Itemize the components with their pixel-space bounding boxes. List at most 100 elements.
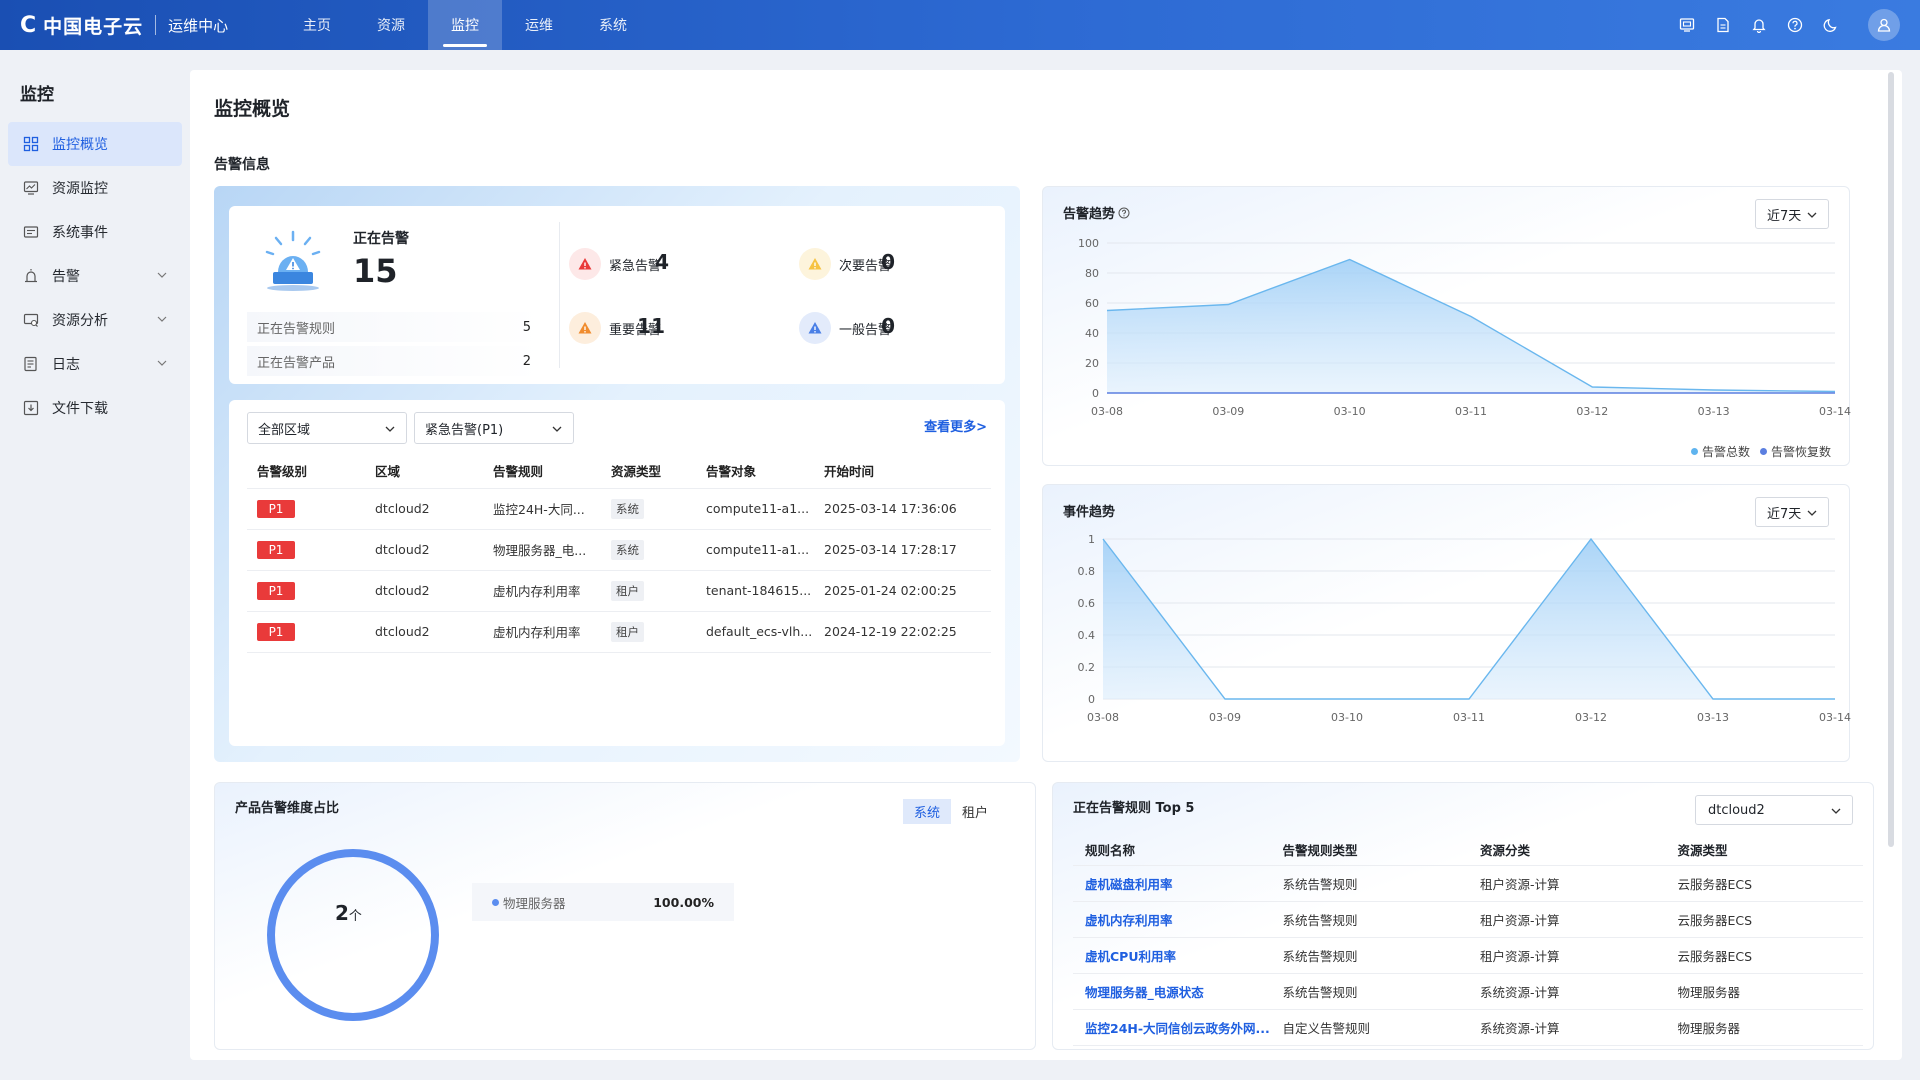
top-icons bbox=[1678, 0, 1900, 50]
severity-general[interactable]: 一般告警 bbox=[799, 312, 891, 344]
table-row[interactable]: P1 dtcloud2 虚机内存利用率 租户 default_ecs-vlh..… bbox=[247, 611, 991, 653]
chevron-down-icon bbox=[385, 426, 395, 432]
donut-legend-percent: 100.00% bbox=[653, 894, 714, 910]
view-more-link[interactable]: 查看更多> bbox=[924, 420, 987, 435]
nav-monitor[interactable]: 监控 bbox=[428, 0, 502, 50]
column-header[interactable]: 资源类型 bbox=[601, 454, 696, 489]
warning-triangle-icon bbox=[569, 248, 601, 280]
alarm-trend-legend: 告警总数 告警恢复数 bbox=[1690, 443, 1831, 460]
table-header-row: 告警级别 区域 告警规则 资源类型 告警对象 开始时间 bbox=[247, 454, 991, 489]
brand-logo-icon: C bbox=[20, 12, 38, 38]
brand[interactable]: C 中国电子云 运维中心 bbox=[0, 12, 280, 39]
nav-system[interactable]: 系统 bbox=[599, 18, 627, 34]
rule-name-link[interactable]: 虚机CPU利用率 bbox=[1073, 937, 1271, 974]
rule-type-cell: 系统告警规则 bbox=[1270, 937, 1468, 974]
info-icon[interactable] bbox=[1118, 207, 1130, 219]
rule-name-link[interactable]: 虚机磁盘利用率 bbox=[1073, 865, 1271, 902]
severity-general-label: 一般告警 bbox=[839, 322, 892, 338]
y-tick-label: 1 bbox=[1088, 533, 1095, 546]
rule-name-link[interactable]: 虚机内存利用率 bbox=[1073, 901, 1271, 938]
rule-name-link[interactable]: 监控24H-大同信创云政务外网... bbox=[1073, 1009, 1271, 1046]
summary-divider bbox=[559, 222, 560, 368]
severity-critical[interactable]: 紧急告警 bbox=[569, 248, 661, 280]
severity-critical-count: 4 bbox=[655, 250, 669, 274]
sidebar-item-resource-analysis[interactable]: 资源分析 bbox=[8, 298, 182, 342]
x-tick-label: 03-08 bbox=[1091, 405, 1123, 418]
tab-tenant[interactable]: 租户 bbox=[961, 806, 988, 821]
top5-region-select[interactable]: dtcloud2 bbox=[1695, 795, 1853, 825]
sidebar-item-alarm[interactable]: 告警 bbox=[8, 254, 182, 298]
column-header[interactable]: 资源类型 bbox=[1665, 835, 1863, 866]
table-row: 监控24H-大同信创云政务外网... 自定义告警规则 系统资源-计算 物理服务器 bbox=[1073, 1009, 1863, 1046]
sidebar-menu: 监控概览 资源监控 系统事件 告警 资源分析 日志 文件下载 bbox=[8, 122, 182, 430]
severity-minor[interactable]: 次要告警 bbox=[799, 248, 891, 280]
table-row[interactable]: P1 dtcloud2 虚机内存利用率 租户 tenant-184615... … bbox=[247, 570, 991, 612]
donut-center-value: 2个 bbox=[335, 901, 362, 925]
column-header[interactable]: 开始时间 bbox=[814, 454, 991, 489]
event-trend-title-text: 事件趋势 bbox=[1063, 505, 1116, 520]
series-line bbox=[1102, 537, 1835, 700]
severity-major[interactable]: 重要告警 bbox=[569, 312, 661, 344]
column-header[interactable]: 规则名称 bbox=[1073, 835, 1271, 866]
alarm-trend-title: 告警趋势 bbox=[1063, 203, 1130, 222]
event-trend-range-value: 近7天 bbox=[1767, 506, 1802, 522]
siren-icon bbox=[265, 230, 321, 291]
object-cell: compute11-a1... bbox=[696, 529, 814, 571]
alarm-products-count: 2 bbox=[522, 353, 531, 369]
bell-icon[interactable] bbox=[1750, 16, 1768, 34]
table-row[interactable]: P1 dtcloud2 物理服务器_电... 系统 compute11-a1..… bbox=[247, 529, 991, 571]
legend-item-recovered[interactable]: 告警恢复数 bbox=[1759, 443, 1831, 460]
rule-name-link[interactable]: 物理服务器_电源状态 bbox=[1073, 973, 1271, 1010]
column-header[interactable]: 资源分类 bbox=[1468, 835, 1666, 866]
moon-icon[interactable] bbox=[1822, 16, 1840, 34]
legend-item-total[interactable]: 告警总数 bbox=[1690, 443, 1750, 460]
sidebar-item-label: 监控概览 bbox=[52, 137, 108, 153]
x-tick-label: 03-13 bbox=[1698, 405, 1730, 418]
warning-triangle-icon bbox=[799, 248, 831, 280]
nav-resources[interactable]: 资源 bbox=[377, 18, 405, 34]
level-select[interactable]: 紧急告警(P1) bbox=[414, 412, 574, 444]
scrollbar[interactable] bbox=[1888, 72, 1894, 847]
donut-legend-item[interactable]: 物理服务器 100.00% bbox=[472, 883, 734, 921]
x-tick-label: 03-10 bbox=[1331, 711, 1363, 724]
sidebar-item-file-download[interactable]: 文件下载 bbox=[8, 386, 182, 430]
brand-subtitle: 运维中心 bbox=[168, 16, 229, 35]
nav-home[interactable]: 主页 bbox=[303, 18, 331, 34]
x-tick-label: 03-10 bbox=[1334, 405, 1366, 418]
tab-system[interactable]: 系统 bbox=[902, 799, 951, 824]
user-icon bbox=[1877, 18, 1891, 32]
help-icon[interactable] bbox=[1786, 16, 1804, 34]
rule-type-cell: 系统告警规则 bbox=[1270, 973, 1468, 1010]
column-header[interactable]: 告警规则类型 bbox=[1270, 835, 1468, 866]
brand-divider bbox=[155, 15, 157, 35]
level-badge: P1 bbox=[257, 540, 295, 559]
rule-cell: 监控24H-大同... bbox=[483, 488, 601, 530]
x-tick-label: 03-08 bbox=[1087, 711, 1119, 724]
sidebar-item-label: 资源监控 bbox=[52, 181, 108, 197]
column-header[interactable]: 告警对象 bbox=[696, 454, 814, 489]
sidebar-item-logs[interactable]: 日志 bbox=[8, 342, 182, 386]
top-nav: 主页 资源 监控 运维 系统 bbox=[280, 0, 650, 50]
sidebar-item-resource-monitor[interactable]: 资源监控 bbox=[8, 166, 182, 210]
alarm-products-row: 正在告警产品 2 bbox=[247, 346, 541, 376]
document-icon[interactable] bbox=[1714, 16, 1732, 34]
donut-center-unit: 个 bbox=[348, 909, 362, 924]
sidebar-item-overview[interactable]: 监控概览 bbox=[8, 122, 182, 166]
alarm-trend-range-select[interactable]: 近7天 bbox=[1755, 199, 1829, 229]
user-avatar[interactable] bbox=[1868, 9, 1900, 41]
column-header[interactable]: 区域 bbox=[365, 454, 483, 489]
event-trend-range-select[interactable]: 近7天 bbox=[1755, 497, 1829, 527]
sidebar-item-label: 告警 bbox=[52, 269, 80, 285]
x-tick-label: 03-14 bbox=[1819, 711, 1851, 724]
table-row[interactable]: P1 dtcloud2 监控24H-大同... 系统 compute11-a1.… bbox=[247, 488, 991, 530]
screen-icon[interactable] bbox=[1678, 16, 1696, 34]
resource-type-tag: 租户 bbox=[611, 580, 644, 601]
sidebar-item-system-events[interactable]: 系统事件 bbox=[8, 210, 182, 254]
nav-ops[interactable]: 运维 bbox=[525, 18, 553, 34]
y-tick-label: 60 bbox=[1085, 297, 1099, 310]
donut-legend-name: 物理服务器 bbox=[503, 895, 566, 911]
region-select[interactable]: 全部区域 bbox=[247, 412, 407, 444]
column-header[interactable]: 告警规则 bbox=[483, 454, 601, 489]
resource-type-cell: 云服务器ECS bbox=[1665, 901, 1863, 938]
column-header[interactable]: 告警级别 bbox=[247, 454, 365, 489]
